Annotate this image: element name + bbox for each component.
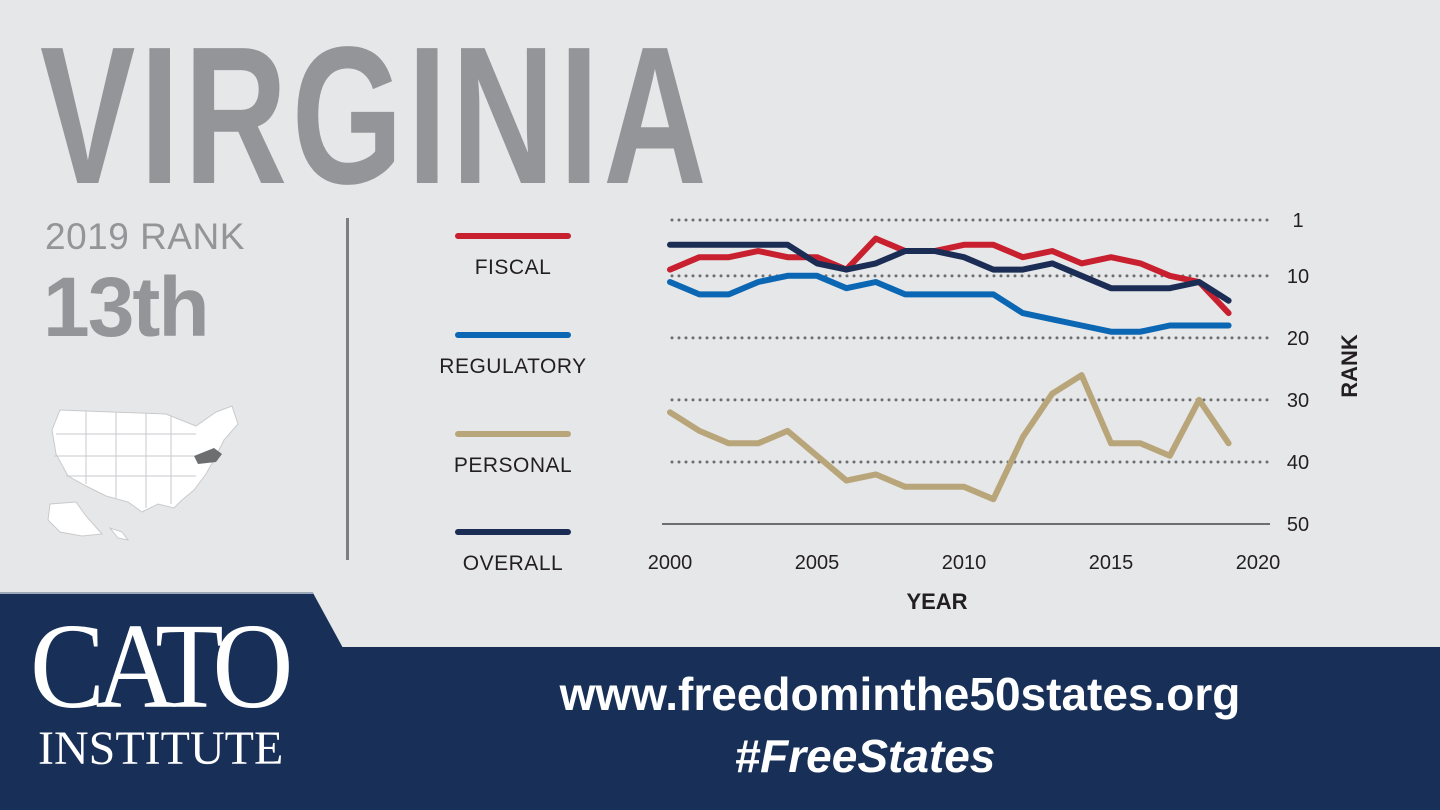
y-tick-label: 10 (1287, 266, 1309, 288)
logo-tab (0, 592, 343, 648)
y-tick-label: 50 (1287, 514, 1309, 536)
legend-swatch-overall (455, 529, 571, 535)
series-line-regulatory (667, 272, 1232, 335)
rank-line-chart: 1 10 20 30 40 50 2000 2005 2010 2015 2020 YEAR RAN… (648, 210, 1362, 614)
virginia-highlight (194, 448, 222, 464)
y-tick-label: 20 (1287, 328, 1309, 350)
legend-label-fiscal: FISCAL (474, 256, 552, 279)
state-title: VIRGINIA (40, 6, 712, 225)
legend-swatch-regulatory (455, 332, 571, 338)
cato-logo-subtitle: INSTITUTE (38, 722, 284, 775)
x-tick-label: 2010 (942, 552, 987, 574)
series-line-overall (667, 241, 1232, 304)
legend-swatch-personal (455, 431, 571, 437)
x-tick-label: 2005 (795, 552, 840, 574)
footer-banner (0, 647, 1440, 810)
rank-label: 2019 RANK (45, 216, 245, 257)
y-tick-label: 1 (1292, 210, 1303, 232)
cato-logo: CATO (30, 599, 293, 734)
legend-label-regulatory: REGULATORY (439, 355, 587, 378)
us-map-icon (47, 405, 239, 541)
x-axis-label: YEAR (906, 589, 967, 614)
x-tick-label: 2000 (648, 552, 693, 574)
divider (346, 218, 349, 560)
y-tick-label: 40 (1287, 452, 1309, 474)
legend-swatch-fiscal (455, 233, 571, 239)
y-tick-label: 30 (1287, 390, 1309, 412)
hashtag: #FreeStates (734, 730, 996, 782)
series-line-fiscal (667, 235, 1232, 317)
legend-label-personal: PERSONAL (453, 454, 573, 477)
x-tick-label: 2015 (1089, 552, 1134, 574)
rank-value: 13th (43, 260, 210, 354)
legend-label-overall: OVERALL (462, 552, 564, 575)
x-tick-label: 2020 (1236, 552, 1281, 574)
y-axis-label: RANK (1337, 334, 1362, 398)
website-link[interactable]: www.freedominthe50states.org (559, 668, 1241, 720)
series-line-personal (667, 372, 1232, 503)
